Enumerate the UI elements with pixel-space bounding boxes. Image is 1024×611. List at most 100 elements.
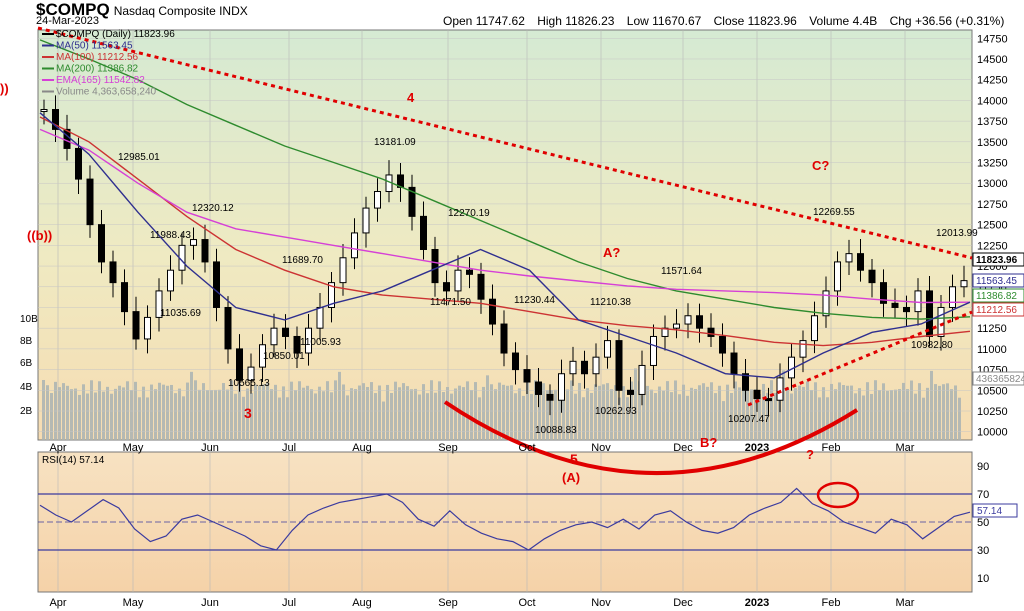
volume-bar <box>622 386 625 440</box>
volume-bar <box>422 384 425 440</box>
volume-bar <box>286 397 289 440</box>
volume-bar <box>878 390 881 440</box>
price-candle <box>891 288 899 319</box>
volume-bar <box>50 393 53 440</box>
rsi-y-tick-label: 90 <box>977 461 989 473</box>
volume-bar <box>186 382 189 440</box>
rsi-x-tick-label: 2023 <box>745 597 769 609</box>
price-candle <box>420 201 427 260</box>
y-tick-label: 13750 <box>977 116 1008 128</box>
volume-tick-label: 4B <box>20 382 33 393</box>
volume-bar <box>582 397 585 440</box>
volume-bar <box>334 380 337 440</box>
volume-bar <box>678 394 681 440</box>
y-tick-label: 13000 <box>977 178 1008 190</box>
price-candle <box>351 218 358 270</box>
volume-bar <box>890 390 893 440</box>
volume-bar <box>638 381 641 440</box>
rsi-y-tick-label: 50 <box>977 517 989 529</box>
wave-annotation: ((b)) <box>27 228 52 243</box>
x-tick-label: Sep <box>438 442 458 454</box>
price-candle <box>305 314 312 366</box>
volume-bar <box>806 381 809 440</box>
volume-bar <box>510 385 513 440</box>
volume-bar <box>858 388 861 440</box>
volume-bar <box>534 380 537 440</box>
volume-tick-label: 10B <box>20 314 38 325</box>
y-tick-label: 13500 <box>977 137 1008 149</box>
volume-bar <box>326 381 329 440</box>
price-candle <box>132 296 140 350</box>
volume-tick-label: 2B <box>20 406 33 417</box>
price-label: 12013.99 <box>936 228 978 239</box>
price-label: 10262.93 <box>595 406 637 417</box>
volume-bar <box>354 389 357 440</box>
x-tick-label: Jun <box>201 442 219 454</box>
wave-annotation: (A) <box>562 470 580 485</box>
volume-bar <box>538 390 541 440</box>
volume-bar <box>202 383 205 440</box>
rsi-x-tick-label: May <box>123 597 144 609</box>
volume-bar <box>630 381 633 440</box>
open-value: Open 11747.62 <box>443 14 525 28</box>
volume-bar <box>766 392 769 440</box>
high-value: High 11826.23 <box>537 14 615 28</box>
volume-bar <box>214 389 217 440</box>
y-tick-label: 12500 <box>977 220 1008 232</box>
volume-bar <box>546 390 549 440</box>
volume-tick-label: 8B <box>20 336 33 347</box>
volume-bar <box>278 397 281 440</box>
volume-bar <box>666 381 669 440</box>
x-tick-label: Oct <box>518 442 535 454</box>
volume-bar <box>618 397 621 440</box>
volume-bar <box>190 371 193 440</box>
rsi-x-tick-label: Mar <box>896 597 915 609</box>
price-candle <box>328 272 335 323</box>
price-candle <box>673 309 680 339</box>
volume-bar <box>854 393 857 440</box>
volume-bar <box>574 393 577 440</box>
price-candle <box>937 294 945 351</box>
price-candle <box>155 278 163 332</box>
volume-bar <box>118 385 121 440</box>
ticker-title: $COMPQ Nasdaq Composite INDX <box>36 0 248 19</box>
volume-bar <box>634 368 637 440</box>
rsi-value-tag-text: 57.14 <box>977 506 1002 517</box>
volume-bar <box>518 388 521 440</box>
price-candle <box>454 255 462 302</box>
value-tag-text: 11823.96 <box>976 255 1018 266</box>
volume-bar <box>298 381 301 440</box>
volume-bar <box>450 393 453 440</box>
volume-bar <box>390 393 393 440</box>
volume-bar <box>58 387 61 440</box>
wave-annotation: 4 <box>407 90 415 105</box>
volume-bar <box>690 387 693 440</box>
price-label: 10850.01 <box>263 351 305 362</box>
volume-bar <box>154 389 157 440</box>
volume-bar <box>938 385 941 440</box>
volume-bar <box>554 389 557 440</box>
volume-bar <box>426 393 429 440</box>
price-candle <box>339 244 347 296</box>
price-candle <box>535 367 542 408</box>
rsi-x-tick-label: Sep <box>438 597 458 609</box>
volume-bar <box>646 385 649 440</box>
price-label: 10088.83 <box>535 425 577 436</box>
price-candle <box>592 343 600 387</box>
x-tick-label: Dec <box>673 442 693 454</box>
x-tick-label: May <box>123 442 144 454</box>
volume-bar <box>466 381 469 440</box>
y-tick-label: 12250 <box>977 240 1008 252</box>
index-name: Nasdaq Composite INDX <box>113 4 248 18</box>
price-candle <box>144 305 151 354</box>
x-tick-label: Aug <box>352 442 372 454</box>
ma200-line <box>39 39 971 320</box>
volume-bar <box>882 383 885 440</box>
volume-bar <box>750 389 753 440</box>
volume-bar <box>682 384 685 440</box>
price-candle <box>40 99 48 125</box>
volume-bar <box>718 385 721 440</box>
volume-bar <box>742 383 745 440</box>
volume-bar <box>566 389 569 440</box>
volume-bar <box>702 383 705 440</box>
